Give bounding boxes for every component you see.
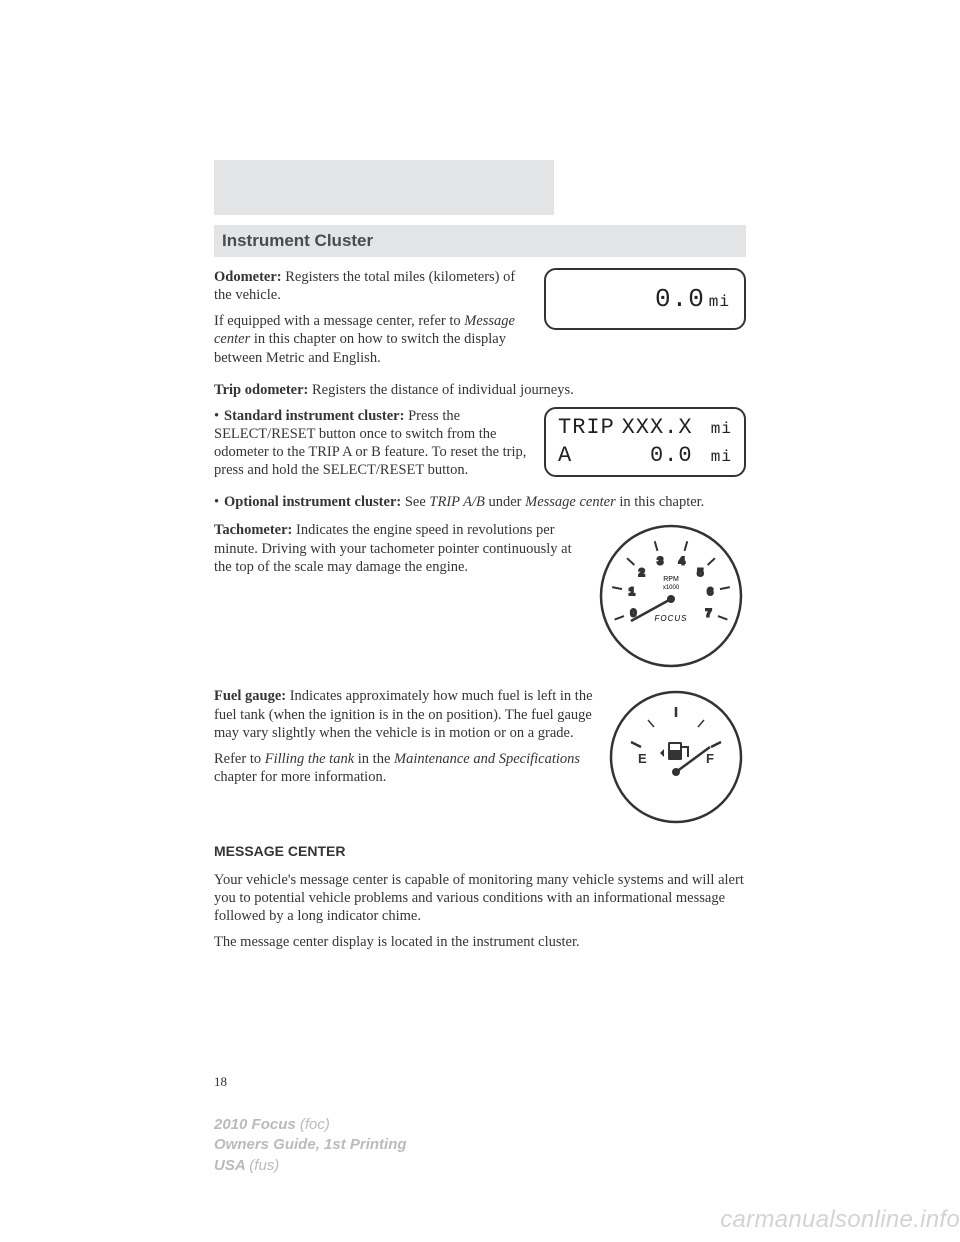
trip-lcd-r2u: mi [711,448,732,466]
tachometer-gauge-icon: 01234567 RPM x1000 FOCUS [596,521,746,671]
odometer-lcd-unit: mi [709,292,730,312]
tach-row: Tachometer: Indicates the engine speed i… [214,521,746,681]
trip-b2-c: in this chapter. [616,494,705,510]
fuel-p1: Fuel gauge: Indicates approximately how … [214,687,596,741]
odometer-label: Odometer: [214,269,282,285]
msgcenter-p1: Your vehicle's message center is capable… [214,871,746,925]
fuel-f-label: F [706,751,714,766]
odometer-lcd-fig: 0.0 mi [544,268,746,330]
tach-gauge-fig: 01234567 RPM x1000 FOCUS [596,521,746,671]
page-number: 18 [214,1074,227,1090]
bullet-dot-1: • [214,407,224,425]
trip-lcd-r1u: mi [711,420,732,438]
fuel-label: Fuel gauge: [214,688,286,704]
fuel-row: Fuel gauge: Indicates approximately how … [214,687,746,837]
section-header: Instrument Cluster [214,225,746,257]
odometer-p2: If equipped with a message center, refer… [214,312,534,366]
trip-lcd-r1l: TRIP [558,414,615,442]
tach-p: Tachometer: Indicates the engine speed i… [214,521,586,575]
trip-lcd-r2l: A [558,442,572,470]
odometer-t2a: If equipped with a message center, refer… [214,313,464,329]
msgcenter-heading: MESSAGE CENTER [214,843,746,861]
tach-brand-label: FOCUS [655,614,688,623]
svg-text:2: 2 [639,567,645,579]
trip-b1-label: Standard instrument cluster: [224,408,404,424]
trip-lcd-fig: TRIP XXX.X mi A 0.0 mi [544,407,746,477]
trip-b2-a: See [401,494,429,510]
header-gray-block [214,160,554,215]
fuel-gauge-fig: E F [606,687,746,827]
fuel-ref-b: in the [354,751,394,767]
trip-standard-row: •Standard instrument cluster: Press the … [214,407,746,488]
odometer-lcd-value: 0.0 [655,283,705,316]
trip-label: Trip odometer: [214,382,308,398]
svg-text:5: 5 [697,567,703,579]
tach-x1000-label: x1000 [663,585,680,591]
footer-l3b: (fus) [249,1157,279,1174]
footer-l1b: (foc) [300,1116,330,1133]
page-content: Odometer: Registers the total miles (kil… [214,268,746,959]
trip-b2-b: under [485,494,525,510]
odometer-lcd: 0.0 mi [544,268,746,330]
footer-l2: Owners Guide, 1st Printing [214,1135,407,1155]
odometer-row: Odometer: Registers the total miles (kil… [214,268,746,375]
svg-text:4: 4 [679,556,686,568]
footer-block: 2010 Focus (foc) Owners Guide, 1st Print… [214,1115,407,1176]
trip-b2-i2: Message center [525,494,616,510]
trip-b2: •Optional instrument cluster: See TRIP A… [214,493,746,511]
tach-label: Tachometer: [214,522,292,538]
trip-b2-label: Optional instrument cluster: [224,494,401,510]
fuel-ref-c: chapter for more information. [214,769,386,785]
trip-lcd-r2r: 0.0 [650,443,693,468]
footer-l3a: USA [214,1157,249,1174]
trip-lcd-r1r: XXX.X [622,415,693,440]
svg-text:1: 1 [629,586,635,598]
svg-text:6: 6 [707,586,713,598]
trip-text: Registers the distance of individual jou… [308,382,573,398]
trip-b1: •Standard instrument cluster: Press the … [214,407,534,480]
fuel-p2: Refer to Filling the tank in the Mainten… [214,750,596,786]
odometer-p1: Odometer: Registers the total miles (kil… [214,268,534,304]
trip-intro: Trip odometer: Registers the distance of… [214,381,746,399]
svg-text:7: 7 [706,608,712,620]
bullet-dot-2: • [214,493,224,511]
msgcenter-p2: The message center display is located in… [214,933,746,951]
fuel-ref-i2: Maintenance and Specifications [394,751,580,767]
fuel-ref-i1: Filling the tank [265,751,354,767]
watermark-text: carmanualsonline.info [720,1206,960,1234]
footer-l1a: 2010 Focus [214,1116,300,1133]
trip-b2-i1: TRIP A/B [429,494,484,510]
trip-lcd: TRIP XXX.X mi A 0.0 mi [544,407,746,477]
fuel-e-label: E [638,751,647,766]
fuel-ref-a: Refer to [214,751,265,767]
fuel-gauge-icon: E F [606,687,746,827]
tach-rpm-label: RPM [663,576,679,583]
odometer-t2b: in this chapter on how to switch the dis… [214,331,506,365]
svg-text:3: 3 [657,556,663,568]
